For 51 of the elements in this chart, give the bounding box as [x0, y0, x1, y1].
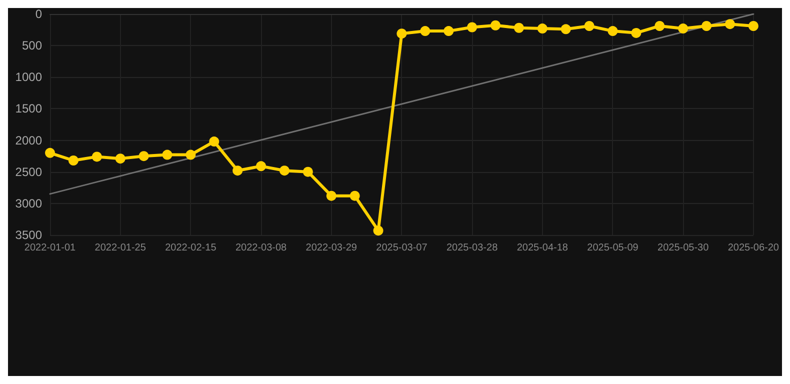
point [396, 28, 407, 39]
y-tick-label: 0 [35, 7, 42, 21]
y-tick-label: 2500 [15, 164, 42, 179]
point [537, 24, 548, 34]
point [560, 24, 571, 34]
y-tick-label: 1000 [15, 70, 42, 84]
point [232, 166, 243, 176]
point [467, 22, 478, 32]
y-tick-label: 3500 [15, 228, 42, 242]
point [678, 24, 688, 34]
point [162, 150, 172, 160]
point [350, 190, 360, 201]
point [584, 21, 594, 31]
point [631, 28, 642, 38]
x-tick-label: 2025-04-18 [516, 242, 568, 254]
x-tick-label: 2022-02-15 [165, 242, 217, 254]
x-tick-label: 2022-01-25 [94, 242, 146, 254]
x-tick-label: 2025-03-07 [376, 242, 428, 254]
point [302, 166, 313, 177]
point [702, 21, 712, 31]
point [256, 161, 266, 172]
y-tick-label: 2000 [15, 133, 42, 148]
x-tick-label: 2022-03-29 [306, 242, 358, 254]
point [115, 154, 126, 164]
point [654, 21, 665, 31]
point [444, 26, 454, 36]
point [326, 190, 336, 201]
point [724, 19, 735, 30]
point [420, 26, 430, 36]
point [490, 20, 500, 30]
x-tick-label: 2025-06-20 [728, 242, 780, 254]
x-tick-label: 2022-01-01 [24, 242, 76, 254]
point [373, 226, 384, 236]
point [92, 152, 102, 162]
x-tick-label: 2025-05-30 [658, 242, 710, 254]
point [186, 150, 196, 160]
point [45, 148, 55, 158]
point [279, 166, 290, 176]
x-tick-label: 2025-05-09 [587, 242, 639, 254]
point [748, 21, 758, 31]
point [608, 26, 618, 36]
y-tick-label: 3000 [15, 196, 42, 210]
x-tick-label: 2022-03-08 [235, 242, 288, 254]
y-tick-label: 1500 [15, 102, 42, 116]
x-tick-label: 2025-03-28 [446, 242, 498, 254]
line-series [49, 13, 754, 195]
point [68, 155, 78, 166]
point [514, 22, 524, 33]
point [209, 136, 220, 147]
y-tick-label: 500 [22, 38, 42, 53]
point [138, 151, 149, 162]
